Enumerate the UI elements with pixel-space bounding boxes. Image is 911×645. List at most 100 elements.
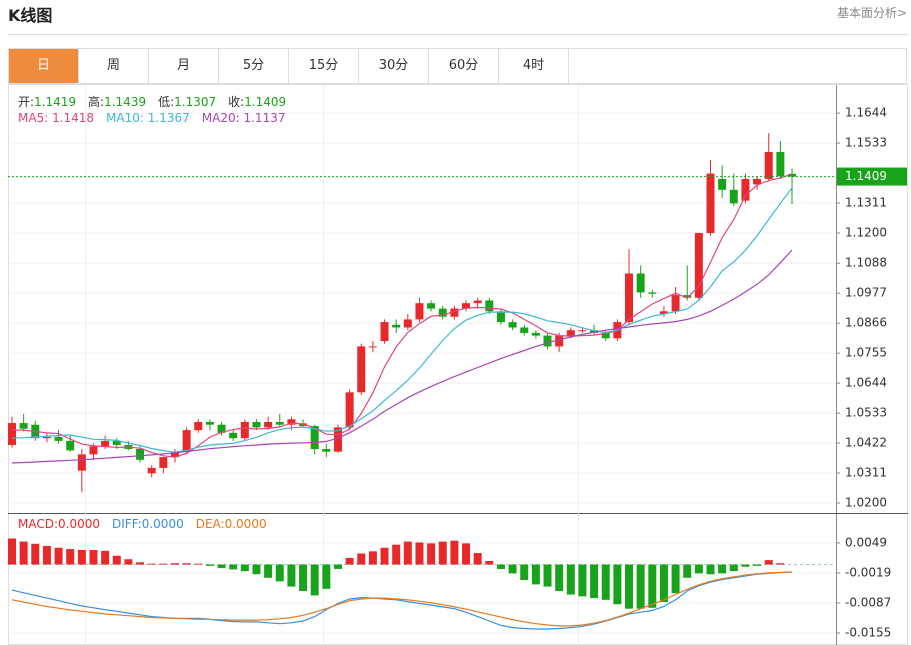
y-tick-label: 1.1311 [845, 196, 887, 210]
macd-bar [462, 543, 471, 565]
candle-body [19, 423, 28, 429]
candle-body [380, 322, 389, 342]
candle-body [741, 178, 750, 201]
candle-body [729, 189, 738, 204]
macd-bar [333, 564, 342, 569]
y-tick-label: 1.1644 [845, 106, 887, 120]
macd-bar [101, 550, 110, 565]
candle-body [788, 173, 796, 177]
candle-body [8, 423, 16, 445]
candle-body [112, 440, 121, 445]
series-line [11, 571, 793, 630]
period-tab[interactable]: 日 [9, 49, 79, 83]
macd-bar [741, 564, 750, 567]
candle-body [625, 273, 634, 323]
candle-body [89, 446, 98, 455]
candle-body [485, 300, 494, 312]
macd-bar [508, 564, 517, 574]
macd-bar [8, 538, 16, 565]
candle-body [54, 436, 63, 441]
y-tick-label: 1.0644 [845, 376, 887, 390]
macd-bar [147, 563, 156, 565]
macd-bar [368, 551, 377, 565]
candle-body [345, 392, 354, 428]
candle-body [753, 178, 762, 185]
macd-bar [729, 564, 738, 572]
period-tab[interactable]: 15分 [289, 49, 359, 83]
macd-bar [159, 563, 168, 565]
macd-label: MACD: [18, 517, 59, 531]
macd-bar [380, 547, 389, 565]
macd-bar [217, 564, 226, 569]
macd-bar [566, 564, 575, 595]
y-tick-label: 1.0422 [845, 436, 887, 450]
macd-bar [322, 564, 331, 589]
macd-value: 0.0000 [58, 517, 101, 531]
series-line [11, 249, 793, 464]
macd-bar [578, 564, 587, 597]
macd-bar [590, 564, 599, 599]
macd-item: DEA:0.0000 [196, 517, 267, 531]
y-tick-label: -0.0155 [845, 625, 891, 639]
candle-body [648, 292, 657, 294]
legend-name: MA5: [18, 111, 49, 125]
macd-bar [66, 549, 75, 565]
macd-bar [694, 564, 703, 574]
last-price-box [837, 167, 907, 186]
candle-body [194, 422, 203, 431]
candle-body [694, 232, 703, 298]
ohlc-value: 1.1439 [104, 95, 147, 109]
macd-label: DEA: [195, 517, 225, 531]
macd-bar [636, 564, 645, 609]
candle-body [252, 422, 261, 428]
macd-bar [310, 564, 319, 596]
candle-body [322, 449, 331, 452]
macd-bar [77, 549, 86, 565]
candle-body [403, 319, 412, 328]
macd-bar [345, 557, 354, 565]
legend-entry: MA20: 1.1137 [202, 111, 286, 125]
fundamental-link[interactable]: 基本面分析> [836, 6, 907, 20]
macd-bar [601, 564, 610, 600]
candle-body [159, 457, 168, 468]
candle-body [427, 303, 436, 309]
y-tick-label: 1.1533 [845, 136, 887, 150]
period-tab[interactable]: 30分 [359, 49, 429, 83]
candle-body [333, 427, 342, 452]
macd-item: MACD:0.0000 [18, 517, 100, 531]
period-tab[interactable]: 月 [149, 49, 219, 83]
candle-body [101, 440, 110, 447]
macd-bar [415, 542, 424, 565]
ohlc-value: 1.1307 [174, 95, 217, 109]
candle-body [415, 303, 424, 320]
candle-body [462, 303, 471, 309]
macd-bar [275, 564, 284, 582]
macd-bar [357, 553, 366, 565]
candle-body [473, 300, 482, 304]
series-line [12, 173, 793, 458]
period-tab[interactable]: 周 [79, 49, 149, 83]
candle-body [450, 308, 459, 317]
period-tab[interactable]: 4时 [499, 49, 569, 83]
ohlc-label: 高: [88, 95, 105, 109]
period-tab[interactable]: 5分 [219, 49, 289, 83]
legend-name: MA10: [106, 111, 144, 125]
divider [8, 34, 908, 35]
period-tab[interactable]: 60分 [429, 49, 499, 83]
legend-entry: MA10: 1.1367 [106, 111, 190, 125]
macd-bar [124, 559, 133, 565]
candle-body [531, 332, 540, 336]
candle-body [764, 151, 773, 179]
series-line [11, 571, 793, 627]
candle-body [368, 346, 377, 348]
legend-value: 1.1418 [52, 111, 95, 125]
macd-bar [648, 564, 657, 608]
series-line [11, 187, 793, 453]
ohlc-value: 1.1419 [34, 95, 77, 109]
macd-bar [136, 562, 145, 565]
candle-body [310, 426, 319, 450]
candle-body [147, 467, 156, 474]
y-tick-label: -0.0019 [845, 565, 891, 579]
last-price-label: 1.1409 [845, 169, 887, 183]
candle-body [66, 440, 75, 451]
